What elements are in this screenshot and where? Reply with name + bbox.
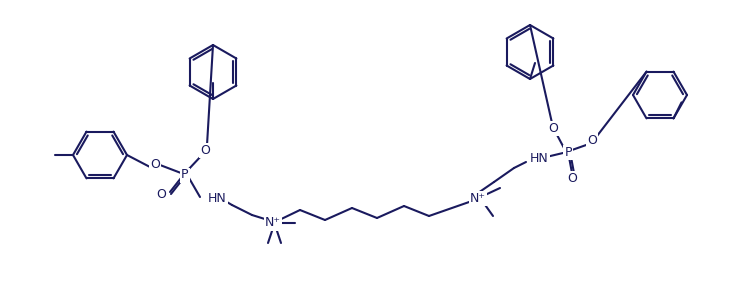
Text: HN: HN <box>530 152 549 165</box>
Text: N⁺: N⁺ <box>265 217 281 230</box>
Text: O: O <box>156 189 166 201</box>
Text: P: P <box>564 145 572 158</box>
Text: O: O <box>150 158 160 171</box>
Text: O: O <box>200 143 210 157</box>
Text: O: O <box>587 134 597 147</box>
Text: HN: HN <box>208 191 227 204</box>
Text: P: P <box>181 168 188 181</box>
Text: O: O <box>548 122 558 135</box>
Text: O: O <box>567 171 577 184</box>
Text: N⁺: N⁺ <box>470 191 486 204</box>
